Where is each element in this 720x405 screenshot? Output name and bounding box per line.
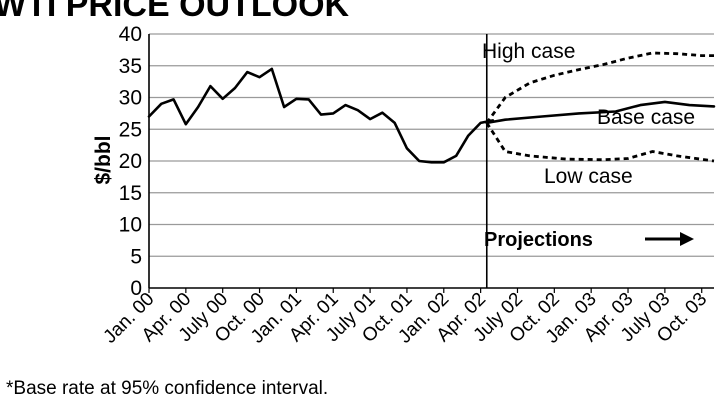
y-tick-label-30: 30 (119, 87, 142, 110)
y-tick-label-15: 15 (119, 182, 142, 205)
series-line-high-case (485, 51, 714, 124)
annotation-low-case: Low case (544, 165, 633, 188)
series-line-base-case (485, 100, 716, 125)
y-tick-label-35: 35 (119, 55, 142, 78)
projections-arrow-head (680, 232, 694, 246)
y-tick-label-40: 40 (119, 23, 142, 46)
annotation-base-case: Base case (597, 106, 695, 129)
y-tick-label-20: 20 (119, 150, 142, 173)
footnote: *Base rate at 95% confidence interval. (6, 378, 329, 399)
y-tick-label-5: 5 (130, 245, 142, 268)
y-axis-label: $/bbl (92, 135, 115, 184)
axes (148, 34, 714, 289)
y-tick-label-10: 10 (119, 214, 142, 237)
chart-title: WTI PRICE OUTLOOK (0, 0, 350, 24)
projections-label: Projections (484, 229, 694, 251)
grid (149, 33, 714, 257)
series-line-low-case (485, 122, 715, 163)
annotation-projections: Projections (484, 229, 593, 251)
y-tick-label-25: 25 (119, 118, 142, 141)
series (147, 51, 716, 164)
y-tick-label-0: 0 (130, 277, 142, 300)
series-line-history (147, 67, 495, 164)
y-axis-ticks: 0 5 10 15 20 25 30 35 40 (119, 23, 142, 300)
annotation-high-case: High case (482, 40, 575, 63)
